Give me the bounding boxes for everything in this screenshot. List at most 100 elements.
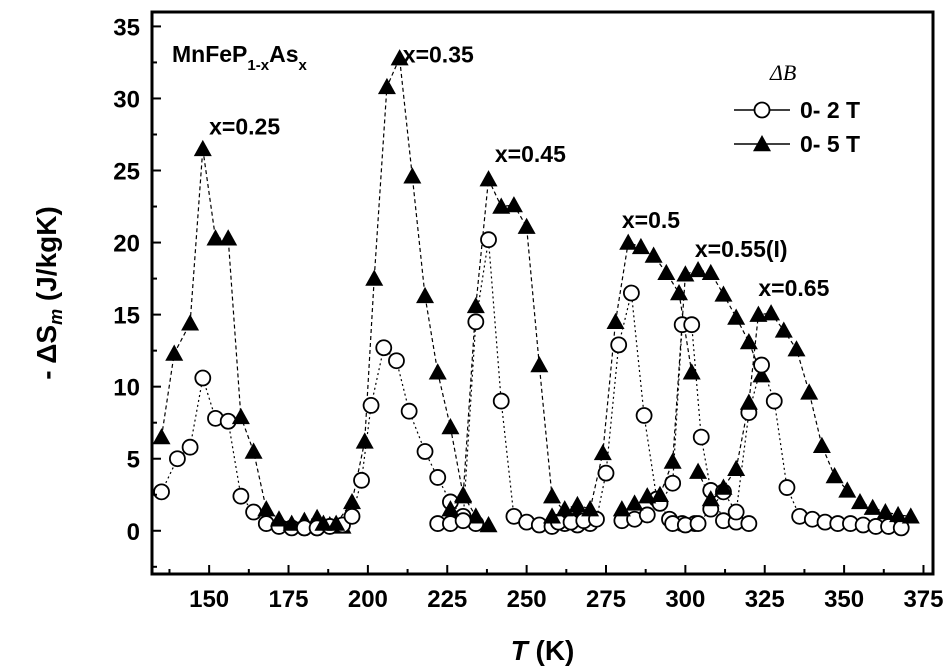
series-line: [697, 312, 911, 517]
data-point-triangle: [343, 492, 362, 510]
data-point-triangle: [650, 485, 669, 502]
y-tick-label: 30: [113, 86, 140, 113]
data-point-triangle: [714, 478, 733, 495]
data-point-triangle: [762, 304, 781, 321]
data-point-triangle: [181, 314, 200, 331]
composition-label: x=0.55(I): [695, 236, 788, 262]
data-point-circle: [388, 352, 405, 370]
data-point-triangle: [530, 356, 549, 373]
data-point-circle: [400, 402, 418, 420]
data-point-triangle: [812, 436, 831, 453]
data-point-circle: [168, 450, 186, 468]
data-point-circle: [343, 507, 361, 525]
x-tick-label: 375: [903, 586, 943, 613]
data-point-triangle: [682, 363, 701, 380]
data-point-circle: [753, 356, 770, 374]
data-point-triangle: [441, 500, 460, 517]
y-axis-title: - ΔSm (J/kgK): [31, 206, 66, 380]
x-axis-title: T (K): [511, 635, 575, 666]
y-tick-label: 20: [113, 231, 140, 258]
formula-sub2: x: [298, 57, 307, 74]
data-point-circle: [454, 512, 472, 530]
series-line: [449, 176, 591, 515]
composition-label: x=0.45: [495, 141, 566, 167]
data-point-triangle: [219, 229, 238, 246]
y-tick-label: 35: [113, 14, 140, 41]
data-point-circle: [683, 316, 701, 334]
data-point-triangle: [838, 481, 857, 498]
x-axis-variable: T: [511, 635, 531, 666]
data-point-circle: [480, 231, 497, 249]
data-point-triangle: [670, 284, 689, 301]
y-axis-unit: (J/kgK): [31, 206, 62, 309]
data-point-triangle: [850, 492, 869, 510]
data-point-triangle: [625, 494, 644, 511]
data-point-triangle: [889, 505, 908, 523]
data-point-circle: [664, 474, 682, 492]
x-tick-label: 175: [268, 586, 308, 613]
y-tick-label: 15: [113, 303, 140, 330]
data-point-triangle: [441, 418, 460, 435]
legend-label: 0- 5 T: [800, 131, 860, 157]
data-point-triangle: [612, 500, 631, 517]
y-axis-subscript: m: [46, 309, 66, 325]
composition-label: x=0.5: [622, 207, 680, 233]
data-point-triangle: [543, 507, 562, 524]
formula-mid: As: [269, 41, 298, 67]
composition-labels: x=0.25 x=0.35 x=0.45 x=0.5 x=0.55(I) x=0.65: [209, 41, 829, 300]
data-point-triangle: [165, 344, 184, 361]
data-point-triangle: [193, 139, 212, 157]
formula-sub1: 1-x: [247, 57, 269, 74]
data-point-triangle: [568, 495, 587, 513]
data-point-circle: [375, 339, 393, 357]
data-point-triangle: [663, 452, 682, 469]
y-tick-label: 25: [113, 159, 140, 186]
data-point-circle: [778, 479, 796, 496]
data-point-triangle: [517, 217, 536, 234]
data-point-triangle: [631, 237, 650, 255]
x-axis-unit: (K): [528, 635, 575, 666]
data-point-triangle: [365, 269, 384, 286]
x-tick-label: 225: [427, 586, 467, 613]
data-point-circle: [245, 503, 262, 521]
x-tick-label: 200: [348, 586, 388, 613]
data-point-circle: [232, 487, 250, 505]
data-point-triangle: [244, 442, 263, 459]
data-point-circle: [181, 438, 199, 456]
data-point-circle: [597, 464, 615, 482]
data-point-circle: [689, 515, 707, 532]
data-point-triangle: [454, 487, 473, 504]
y-tick-label: 0: [127, 519, 140, 546]
data-point-triangle: [787, 340, 806, 357]
axis-ticks: [152, 25, 925, 574]
data-point-triangle: [593, 443, 612, 461]
data-point-triangle: [727, 308, 746, 325]
x-tick-label: 300: [665, 586, 705, 613]
data-point-triangle: [727, 459, 746, 477]
y-tick-label: 5: [127, 447, 140, 474]
data-point-triangle: [739, 332, 758, 350]
data-point-triangle: [543, 487, 562, 504]
data-point-triangle: [581, 500, 600, 517]
data-point-circle: [610, 336, 628, 354]
data-point-triangle: [416, 286, 435, 304]
data-point-triangle: [689, 462, 708, 479]
data-point-circle: [727, 503, 745, 521]
x-tick-label: 275: [586, 586, 626, 613]
composition-label: x=0.65: [758, 275, 829, 301]
data-point-circle: [219, 412, 237, 430]
data-point-circle: [429, 469, 447, 486]
data-point-triangle: [327, 514, 346, 531]
data-point-triangle: [800, 383, 819, 400]
data-point-triangle: [644, 246, 663, 263]
data-point-circle: [416, 443, 434, 460]
data-point-triangle: [231, 407, 250, 425]
data-point-triangle: [555, 500, 574, 517]
data-point-triangle: [619, 233, 638, 250]
data-point-triangle: [257, 500, 276, 517]
data-point-triangle: [714, 285, 733, 302]
data-point-triangle: [504, 196, 523, 213]
data-point-circle: [362, 396, 380, 414]
data-point-circle: [740, 515, 758, 532]
data-point-circle: [467, 313, 485, 331]
